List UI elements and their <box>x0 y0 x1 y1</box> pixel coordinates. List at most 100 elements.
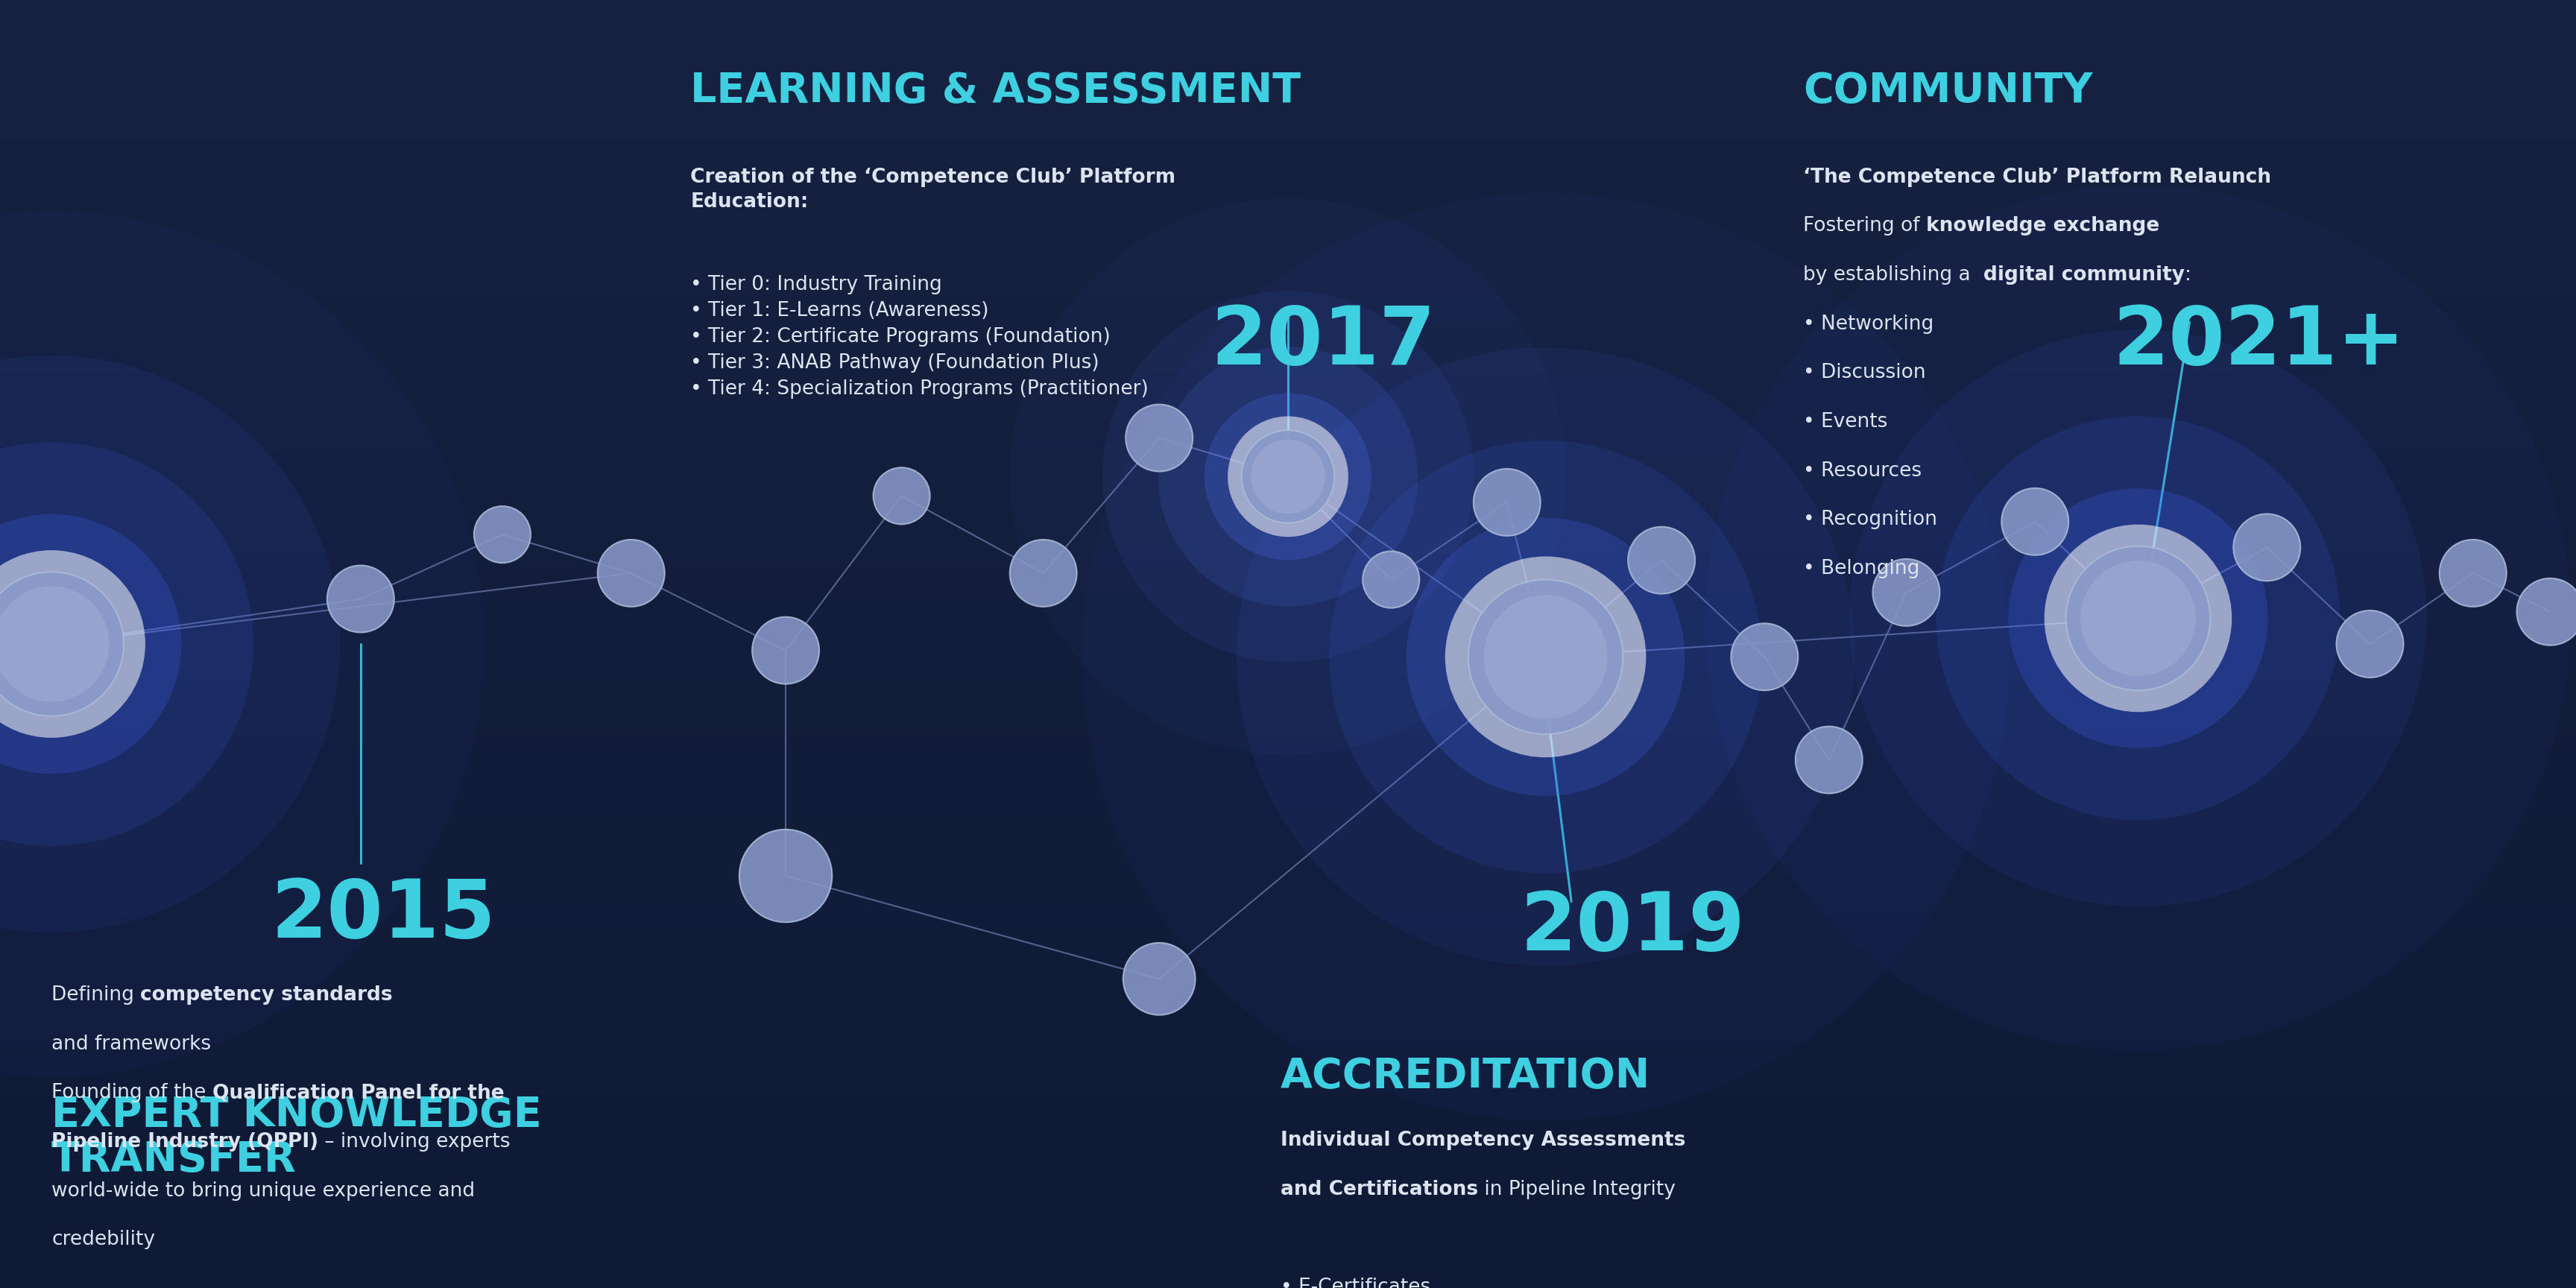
Text: Pipeline Industry (QPPI): Pipeline Industry (QPPI) <box>52 1132 319 1151</box>
Ellipse shape <box>0 442 252 846</box>
Bar <box>0 1185 2576 1198</box>
Text: world-wide to bring unique experience and: world-wide to bring unique experience an… <box>52 1181 474 1200</box>
Bar <box>0 0 2576 13</box>
Ellipse shape <box>1103 291 1473 662</box>
Bar <box>0 386 2576 399</box>
Ellipse shape <box>1363 551 1419 608</box>
Bar <box>0 142 2576 155</box>
Text: • Belonging: • Belonging <box>1803 559 1919 578</box>
Ellipse shape <box>598 540 665 607</box>
Bar <box>0 283 2576 296</box>
Bar <box>0 966 2576 979</box>
Bar <box>0 64 2576 77</box>
Bar <box>0 464 2576 477</box>
Bar <box>0 1082 2576 1095</box>
Bar <box>0 696 2576 708</box>
Bar <box>0 1005 2576 1018</box>
Text: credebility: credebility <box>52 1230 155 1249</box>
Ellipse shape <box>0 514 180 774</box>
Ellipse shape <box>1795 726 1862 793</box>
Bar <box>0 773 2576 786</box>
Bar <box>0 940 2576 953</box>
Text: 2019: 2019 <box>1520 889 1744 967</box>
Bar <box>0 605 2576 618</box>
Text: • Resources: • Resources <box>1803 461 1922 480</box>
Ellipse shape <box>1252 439 1324 514</box>
Bar <box>0 811 2576 824</box>
Bar <box>0 77 2576 90</box>
Text: and Certifications: and Certifications <box>1280 1180 1479 1199</box>
Ellipse shape <box>1206 393 1370 560</box>
Bar <box>0 786 2576 799</box>
Ellipse shape <box>327 565 394 632</box>
Bar <box>0 502 2576 515</box>
Bar <box>0 902 2576 914</box>
Text: Creation of the ‘Competence Club’ Platform
Education:: Creation of the ‘Competence Club’ Platfo… <box>690 167 1175 211</box>
Bar <box>0 477 2576 489</box>
Text: and frameworks: and frameworks <box>52 1034 211 1054</box>
Bar <box>0 1224 2576 1236</box>
Text: :: : <box>2184 265 2192 285</box>
Text: Qualification Panel for the: Qualification Panel for the <box>211 1083 505 1103</box>
Bar <box>0 1043 2576 1056</box>
Bar <box>0 824 2576 837</box>
Ellipse shape <box>0 586 108 702</box>
Bar <box>0 979 2576 992</box>
Text: in Pipeline Integrity: in Pipeline Integrity <box>1479 1180 1674 1199</box>
Bar <box>0 155 2576 167</box>
Bar <box>0 876 2576 889</box>
Bar <box>0 1211 2576 1224</box>
Bar <box>0 374 2576 386</box>
Ellipse shape <box>1731 623 1798 690</box>
Bar <box>0 683 2576 696</box>
Bar <box>0 335 2576 348</box>
Text: COMMUNITY: COMMUNITY <box>1803 71 2092 111</box>
Text: EXPERT KNOWLEDGE
TRANSFER: EXPERT KNOWLEDGE TRANSFER <box>52 1095 541 1180</box>
Bar <box>0 760 2576 773</box>
Bar <box>0 451 2576 464</box>
Bar <box>0 39 2576 52</box>
Ellipse shape <box>1445 556 1646 757</box>
Ellipse shape <box>1937 416 2339 820</box>
Text: – involving experts: – involving experts <box>319 1132 510 1151</box>
Bar <box>0 129 2576 142</box>
Bar <box>0 1198 2576 1211</box>
Text: 2015: 2015 <box>270 876 495 954</box>
Ellipse shape <box>1229 416 1347 537</box>
Ellipse shape <box>1242 430 1334 523</box>
Bar <box>0 1095 2576 1108</box>
Ellipse shape <box>2233 514 2300 581</box>
Bar <box>0 193 2576 206</box>
Text: • Networking: • Networking <box>1803 314 1935 334</box>
Bar <box>0 296 2576 309</box>
Bar <box>0 90 2576 103</box>
Bar <box>0 425 2576 438</box>
Bar <box>0 953 2576 966</box>
Bar <box>0 219 2576 232</box>
Text: digital community: digital community <box>1984 265 2184 285</box>
Bar <box>0 1108 2576 1121</box>
Bar <box>0 26 2576 39</box>
Ellipse shape <box>2081 560 2195 676</box>
Text: Founding of the: Founding of the <box>52 1083 211 1103</box>
Bar <box>0 734 2576 747</box>
Bar <box>0 322 2576 335</box>
Bar <box>0 258 2576 270</box>
Text: by establishing a: by establishing a <box>1803 265 1984 285</box>
Bar <box>0 644 2576 657</box>
Ellipse shape <box>873 468 930 524</box>
Ellipse shape <box>739 829 832 922</box>
Bar <box>0 541 2576 554</box>
Bar <box>0 361 2576 374</box>
Ellipse shape <box>2009 488 2267 748</box>
Bar <box>0 799 2576 811</box>
Bar <box>0 1030 2576 1043</box>
Bar <box>0 489 2576 502</box>
Bar <box>0 309 2576 322</box>
Bar <box>0 670 2576 683</box>
Ellipse shape <box>1873 559 1940 626</box>
Ellipse shape <box>0 550 144 738</box>
Text: knowledge exchange: knowledge exchange <box>1927 216 2159 236</box>
Text: Fostering of: Fostering of <box>1803 216 1927 236</box>
Ellipse shape <box>474 506 531 563</box>
